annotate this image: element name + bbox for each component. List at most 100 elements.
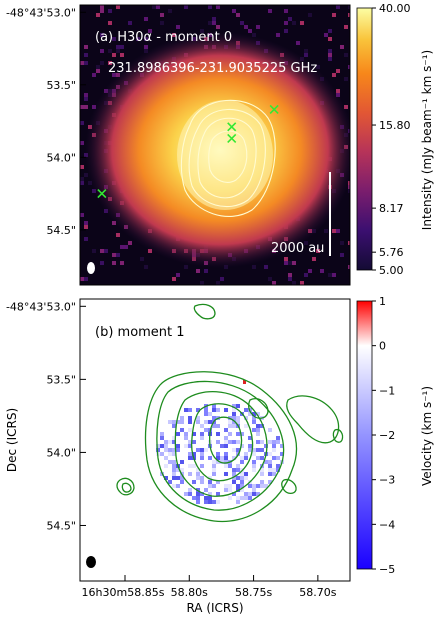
noise-pixel bbox=[116, 45, 120, 49]
velocity-pixel bbox=[236, 484, 240, 488]
noise-pixel bbox=[80, 213, 84, 217]
noise-pixel bbox=[340, 253, 344, 257]
velocity-pixel bbox=[224, 440, 228, 444]
cross-marker bbox=[227, 122, 237, 132]
velocity-pixel bbox=[168, 452, 172, 456]
noise-pixel bbox=[208, 25, 212, 29]
velocity-pixel bbox=[172, 460, 176, 464]
velocity-pixel bbox=[248, 448, 252, 452]
noise-pixel bbox=[96, 65, 100, 69]
velocity-pixel bbox=[172, 484, 176, 488]
velocity-pixel bbox=[240, 488, 244, 492]
colorbar-tick-label: 40.00 bbox=[379, 2, 411, 15]
noise-pixel bbox=[104, 25, 108, 29]
x-tick-label: 58.70s bbox=[299, 586, 336, 599]
velocity-pixel bbox=[184, 492, 188, 496]
noise-pixel bbox=[148, 249, 152, 253]
velocity-pixel bbox=[220, 456, 224, 460]
velocity-pixel bbox=[180, 460, 184, 464]
velocity-pixel bbox=[216, 432, 220, 436]
velocity-pixel bbox=[172, 448, 176, 452]
noise-pixel bbox=[212, 21, 216, 25]
velocity-pixel bbox=[200, 456, 204, 460]
velocity-pixel bbox=[176, 468, 180, 472]
noise-pixel bbox=[212, 17, 216, 21]
noise-pixel bbox=[80, 61, 84, 65]
noise-pixel bbox=[120, 261, 124, 265]
velocity-pixel bbox=[188, 464, 192, 468]
velocity-pixel bbox=[244, 452, 248, 456]
noise-pixel bbox=[84, 105, 88, 109]
velocity-pixel bbox=[216, 456, 220, 460]
velocity-pixel bbox=[224, 436, 228, 440]
noise-pixel bbox=[196, 269, 200, 273]
noise-pixel bbox=[248, 29, 252, 33]
velocity-pixel bbox=[268, 468, 272, 472]
noise-pixel bbox=[84, 277, 88, 281]
velocity-pixel bbox=[196, 448, 200, 452]
noise-pixel bbox=[216, 281, 220, 285]
velocity-pixel bbox=[248, 444, 252, 448]
colorbar-a-ticks: 5.00 5.76 8.17 15.80 40.00 bbox=[372, 2, 411, 277]
noise-pixel bbox=[84, 237, 88, 241]
velocity-pixel bbox=[276, 456, 280, 460]
noise-pixel bbox=[84, 97, 88, 101]
velocity-pixel bbox=[260, 440, 264, 444]
cross-marker bbox=[227, 133, 237, 144]
velocity-pixel bbox=[236, 500, 240, 504]
noise-pixel bbox=[152, 5, 156, 9]
velocity-pixel bbox=[188, 420, 192, 424]
velocity-pixel bbox=[248, 492, 252, 496]
velocity-pixel bbox=[224, 444, 228, 448]
velocity-pixel bbox=[252, 420, 256, 424]
noise-pixel bbox=[208, 21, 212, 25]
noise-pixel bbox=[328, 53, 332, 57]
noise-pixel bbox=[84, 93, 88, 97]
noise-pixel bbox=[348, 213, 350, 217]
noise-pixel bbox=[196, 25, 200, 29]
panel-b-x-axis: 16h30m58.85s 58.80s 58.75s 58.70s bbox=[82, 575, 337, 599]
velocity-pixel bbox=[212, 408, 216, 412]
velocity-pixel bbox=[188, 488, 192, 492]
noise-pixel bbox=[84, 53, 88, 57]
velocity-pixel bbox=[180, 468, 184, 472]
noise-pixel bbox=[140, 37, 144, 41]
noise-pixel bbox=[332, 241, 336, 245]
velocity-pixel bbox=[216, 460, 220, 464]
noise-pixel bbox=[84, 61, 88, 65]
noise-pixel bbox=[120, 53, 124, 57]
velocity-pixel bbox=[184, 444, 188, 448]
velocity-pixel bbox=[212, 416, 216, 420]
noise-pixel bbox=[232, 9, 236, 13]
velocity-pixel bbox=[276, 468, 280, 472]
velocity-pixel bbox=[172, 440, 176, 444]
velocity-pixel bbox=[256, 428, 260, 432]
velocity-pixel bbox=[188, 408, 192, 412]
velocity-pixel bbox=[168, 460, 172, 464]
y-tick-label: 54.0" bbox=[46, 151, 76, 164]
noise-pixel bbox=[324, 229, 328, 233]
velocity-pixel bbox=[196, 500, 200, 504]
velocity-pixel bbox=[236, 432, 240, 436]
velocity-pixel bbox=[172, 476, 176, 480]
velocity-pixel bbox=[244, 456, 248, 460]
noise-pixel bbox=[116, 5, 120, 9]
noise-pixel bbox=[92, 73, 96, 77]
velocity-pixel bbox=[236, 464, 240, 468]
velocity-pixel bbox=[168, 480, 172, 484]
noise-pixel bbox=[108, 21, 112, 25]
noise-pixel bbox=[240, 21, 244, 25]
velocity-pixel bbox=[228, 488, 232, 492]
velocity-pixel bbox=[168, 440, 172, 444]
noise-pixel bbox=[292, 281, 296, 285]
colorbar-tick-label: 1 bbox=[379, 295, 386, 308]
velocity-pixel bbox=[252, 460, 256, 464]
velocity-pixel bbox=[252, 488, 256, 492]
noise-pixel bbox=[84, 221, 88, 225]
velocity-pixel bbox=[196, 488, 200, 492]
velocity-pixel bbox=[180, 480, 184, 484]
noise-pixel bbox=[100, 21, 104, 25]
velocity-pixel bbox=[220, 444, 224, 448]
noise-pixel bbox=[156, 5, 160, 9]
velocity-pixel bbox=[248, 436, 252, 440]
